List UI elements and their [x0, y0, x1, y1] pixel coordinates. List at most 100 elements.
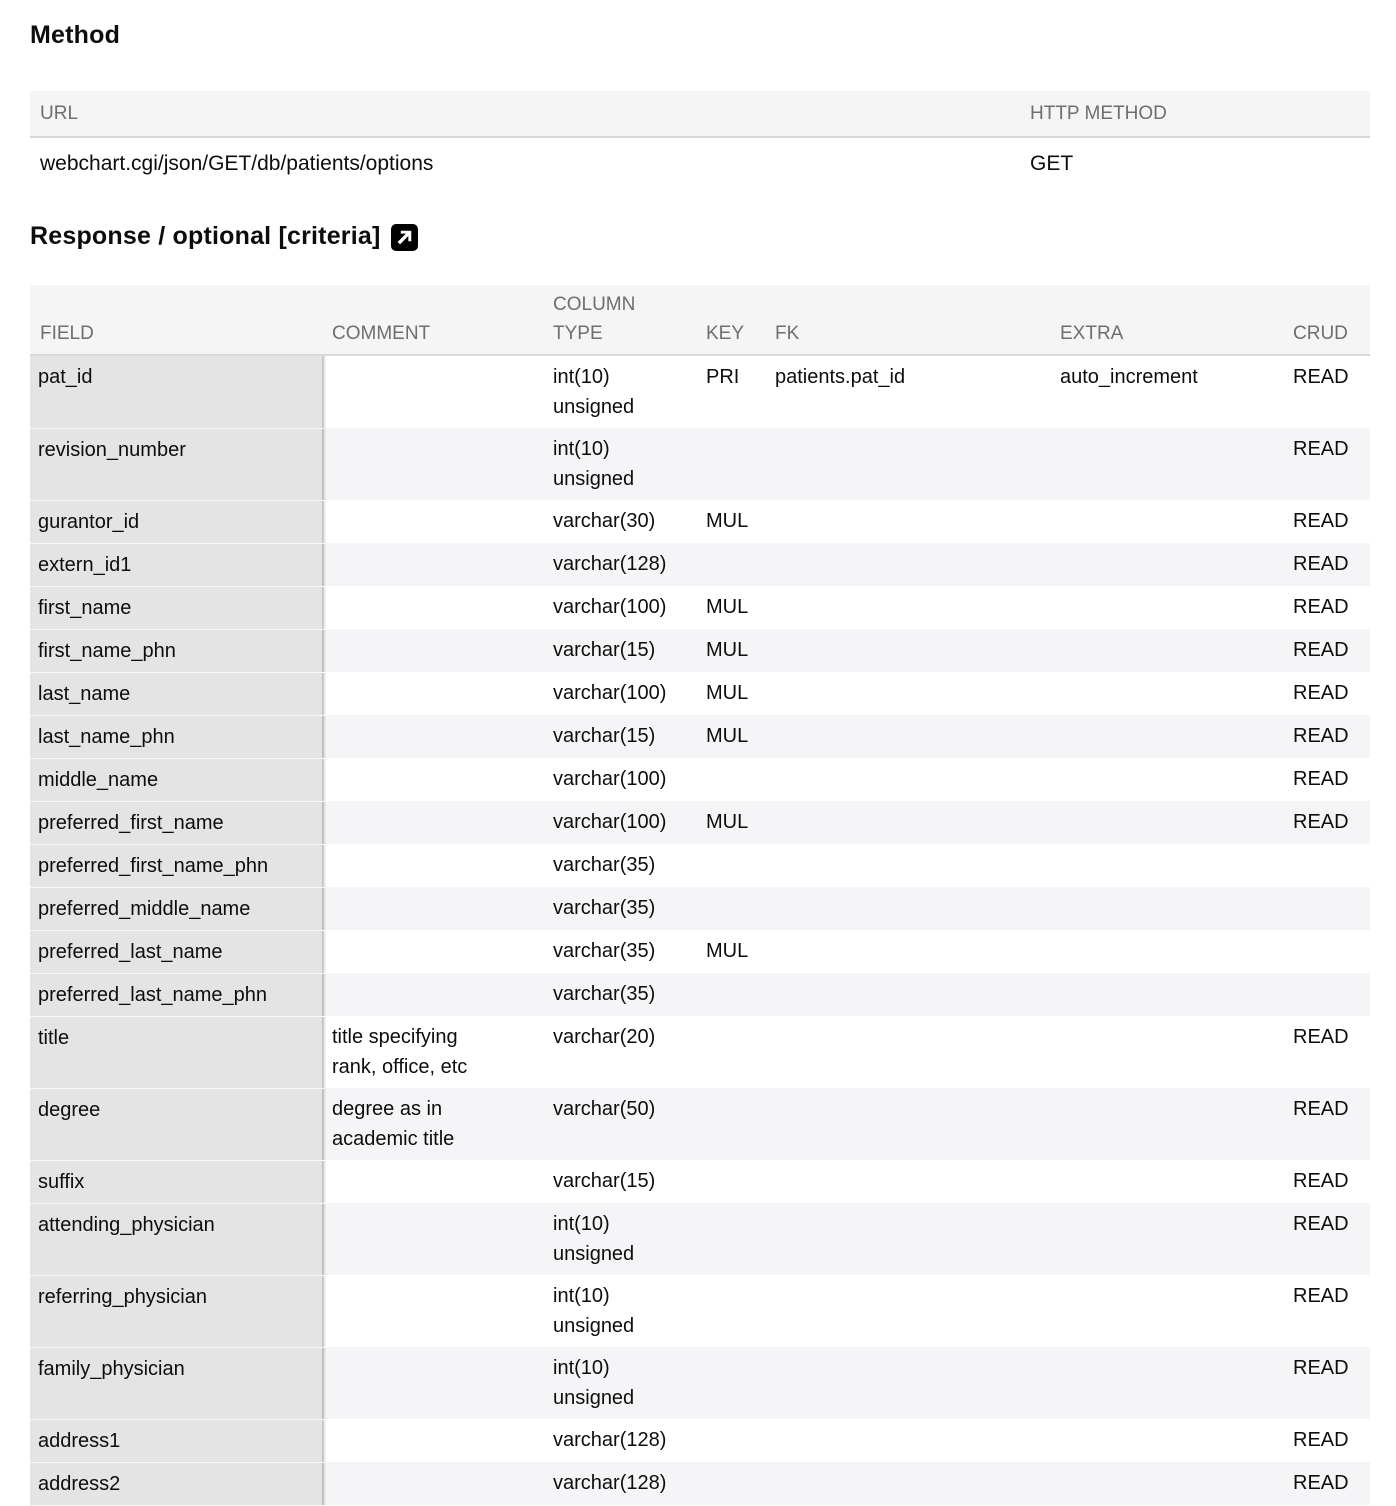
cell-column-type: varchar(35) [543, 973, 696, 1016]
cell-fk [765, 1203, 1050, 1275]
cell-fk [765, 1419, 1050, 1462]
cell-column-type: varchar(15) [543, 715, 696, 758]
cell-extra [1050, 629, 1283, 672]
cell-fk [765, 1462, 1050, 1505]
extra-column-header: EXTRA [1050, 285, 1283, 356]
cell-fk [765, 1088, 1050, 1160]
cell-field: preferred_last_name_phn [30, 973, 326, 1016]
cell-comment [322, 973, 543, 1016]
cell-key: MUL [696, 715, 765, 758]
cell-key: MUL [696, 801, 765, 844]
table-row: pat_id int(10) unsigned PRI patients.pat_id… [30, 355, 1370, 428]
response-heading: Response / optional [criteria] [30, 222, 1370, 251]
cell-fk [765, 500, 1050, 543]
cell-extra [1050, 973, 1283, 1016]
cell-extra [1050, 500, 1283, 543]
cell-key: MUL [696, 629, 765, 672]
cell-column-type: varchar(128) [543, 1462, 696, 1505]
cell-column-type: varchar(100) [543, 758, 696, 801]
cell-key [696, 887, 765, 930]
url-column-header: URL [30, 91, 1020, 138]
cell-key [696, 973, 765, 1016]
cell-fk [765, 672, 1050, 715]
method-heading: Method [30, 21, 121, 49]
cell-extra [1050, 1347, 1283, 1419]
cell-crud: READ [1283, 758, 1370, 801]
url-table: URL HTTP METHOD webchart.cgi/json/GET/db… [30, 91, 1370, 189]
cell-field: family_physician [30, 1347, 326, 1419]
cell-field: address2 [30, 1462, 326, 1505]
cell-crud: READ [1283, 672, 1370, 715]
cell-field: last_name [30, 672, 326, 715]
cell-extra [1050, 1419, 1283, 1462]
external-link-icon[interactable] [390, 224, 418, 251]
cell-key: MUL [696, 586, 765, 629]
cell-column-type: varchar(35) [543, 844, 696, 887]
table-header-row: URL HTTP METHOD [30, 91, 1370, 138]
comment-text: degree as in academic title [332, 1098, 455, 1150]
cell-comment [322, 500, 543, 543]
cell-crud [1283, 887, 1370, 930]
cell-column-type: int(10) unsigned [543, 428, 696, 500]
table-row: revision_number int(10) unsigned READ [30, 428, 1370, 500]
cell-extra [1050, 1275, 1283, 1347]
table-row: suffix varchar(15) READ [30, 1160, 1370, 1203]
cell-fk: patients.pat_id [765, 355, 1050, 428]
cell-field: last_name_phn [30, 715, 326, 758]
cell-key: MUL [696, 500, 765, 543]
cell-fk [765, 586, 1050, 629]
cell-column-type: int(10) unsigned [543, 1275, 696, 1347]
cell-key [696, 1419, 765, 1462]
url-value: webchart.cgi/json/GET/db/patients/option… [30, 137, 1020, 189]
cell-comment: title specifying rank, office, etc [322, 1016, 543, 1088]
cell-crud: READ [1283, 629, 1370, 672]
cell-crud: READ [1283, 801, 1370, 844]
cell-crud: READ [1283, 1462, 1370, 1505]
table-row: attending_physician int(10) unsigned READ [30, 1203, 1370, 1275]
cell-extra [1050, 543, 1283, 586]
cell-extra [1050, 428, 1283, 500]
cell-comment [322, 715, 543, 758]
cell-extra [1050, 887, 1283, 930]
table-row: address1 varchar(128) READ [30, 1419, 1370, 1462]
cell-key [696, 543, 765, 586]
cell-comment [322, 930, 543, 973]
cell-key [696, 758, 765, 801]
cell-column-type: int(10) unsigned [543, 355, 696, 428]
cell-comment [322, 1275, 543, 1347]
cell-column-type: varchar(100) [543, 586, 696, 629]
cell-extra [1050, 715, 1283, 758]
key-column-header: KEY [696, 285, 765, 356]
cell-key [696, 1203, 765, 1275]
cell-fk [765, 973, 1050, 1016]
cell-fk [765, 715, 1050, 758]
cell-comment [322, 801, 543, 844]
cell-fk [765, 930, 1050, 973]
url-table-header: URL HTTP METHOD [30, 91, 1370, 138]
cell-key [696, 428, 765, 500]
cell-field: preferred_first_name_phn [30, 844, 326, 887]
table-row: gurantor_id varchar(30) MUL READ [30, 500, 1370, 543]
cell-crud: READ [1283, 1160, 1370, 1203]
field-column-header: FIELD [30, 285, 322, 356]
crud-column-header: CRUD [1283, 285, 1370, 356]
cell-field: preferred_middle_name [30, 887, 326, 930]
cell-crud [1283, 973, 1370, 1016]
cell-column-type: varchar(100) [543, 801, 696, 844]
cell-crud [1283, 930, 1370, 973]
table-row: title title specifying rank, office, etc v… [30, 1016, 1370, 1088]
cell-field: attending_physician [30, 1203, 326, 1275]
cell-comment [322, 1347, 543, 1419]
cell-field: preferred_last_name [30, 930, 326, 973]
table-row: family_physician int(10) unsigned READ [30, 1347, 1370, 1419]
cell-comment [322, 758, 543, 801]
cell-field: middle_name [30, 758, 326, 801]
cell-column-type: varchar(35) [543, 887, 696, 930]
cell-crud: READ [1283, 428, 1370, 500]
cell-field: revision_number [30, 428, 326, 500]
cell-column-type: varchar(100) [543, 672, 696, 715]
table-row: preferred_middle_name varchar(35) [30, 887, 1370, 930]
cell-extra [1050, 672, 1283, 715]
cell-comment [322, 543, 543, 586]
schema-table-body: pat_id int(10) unsigned PRI patients.pat_id… [30, 355, 1370, 1505]
